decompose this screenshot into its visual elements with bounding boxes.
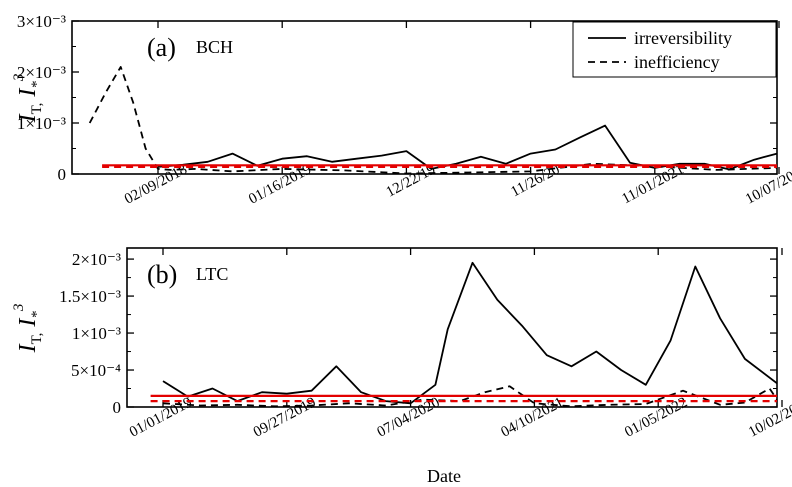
y-tick-label: 1.5×10⁻³ xyxy=(59,287,121,306)
svg-text:IT, I*3: IT, I*3 xyxy=(11,74,45,124)
series-inefficiency xyxy=(162,385,778,408)
panel-label-a: (a) xyxy=(147,33,176,62)
panel-label-b: (b) xyxy=(147,260,177,289)
x-tick-label: 01/01/2019 xyxy=(127,394,195,440)
x-tick-label: 02/09/2018 xyxy=(122,161,190,207)
x-tick-label: 01/16/2019 xyxy=(246,161,314,207)
y-tick-label: 0 xyxy=(113,398,122,417)
y-tick-label: 3×10⁻³ xyxy=(17,12,66,31)
series-inefficiency xyxy=(88,66,778,175)
series-irreversibility xyxy=(157,124,778,171)
ylabel-b: IT, I*3 xyxy=(11,304,45,354)
y-tick-label: 5×10⁻⁴ xyxy=(71,361,121,380)
series-irreversibility xyxy=(162,261,778,405)
series-group-ltc xyxy=(150,261,778,408)
y-tick-label: 2×10⁻³ xyxy=(72,250,121,269)
panel-name-ltc: LTC xyxy=(196,264,228,284)
legend-label-inefficiency: inefficiency xyxy=(634,52,720,72)
panel-bch: 01×10⁻³2×10⁻³3×10⁻³02/09/2018 01/16/2019 1… xyxy=(17,12,792,208)
y-tick-label: 0 xyxy=(58,165,67,184)
y-tick-label: 1×10⁻³ xyxy=(72,324,121,343)
svg-text:IT, I*3: IT, I*3 xyxy=(11,304,45,354)
panel-name-bch: BCH xyxy=(196,37,233,57)
y-tick-label: 2×10⁻³ xyxy=(17,63,66,82)
legend-label-irreversibility: irreversibility xyxy=(634,28,732,48)
legend-box xyxy=(572,21,777,78)
series-group-bch xyxy=(88,66,778,175)
legend: irreversibility inefficiency xyxy=(572,21,777,78)
panel-ltc: 05×10⁻⁴1×10⁻³1.5×10⁻³2×10⁻³01/01/2019 09/… xyxy=(59,247,792,441)
y-tick-label: 1×10⁻³ xyxy=(17,114,66,133)
x-axis-label: Date xyxy=(427,466,461,486)
plot-frame-ltc xyxy=(126,247,778,408)
ylabel-a: IT, I*3 xyxy=(11,74,45,124)
